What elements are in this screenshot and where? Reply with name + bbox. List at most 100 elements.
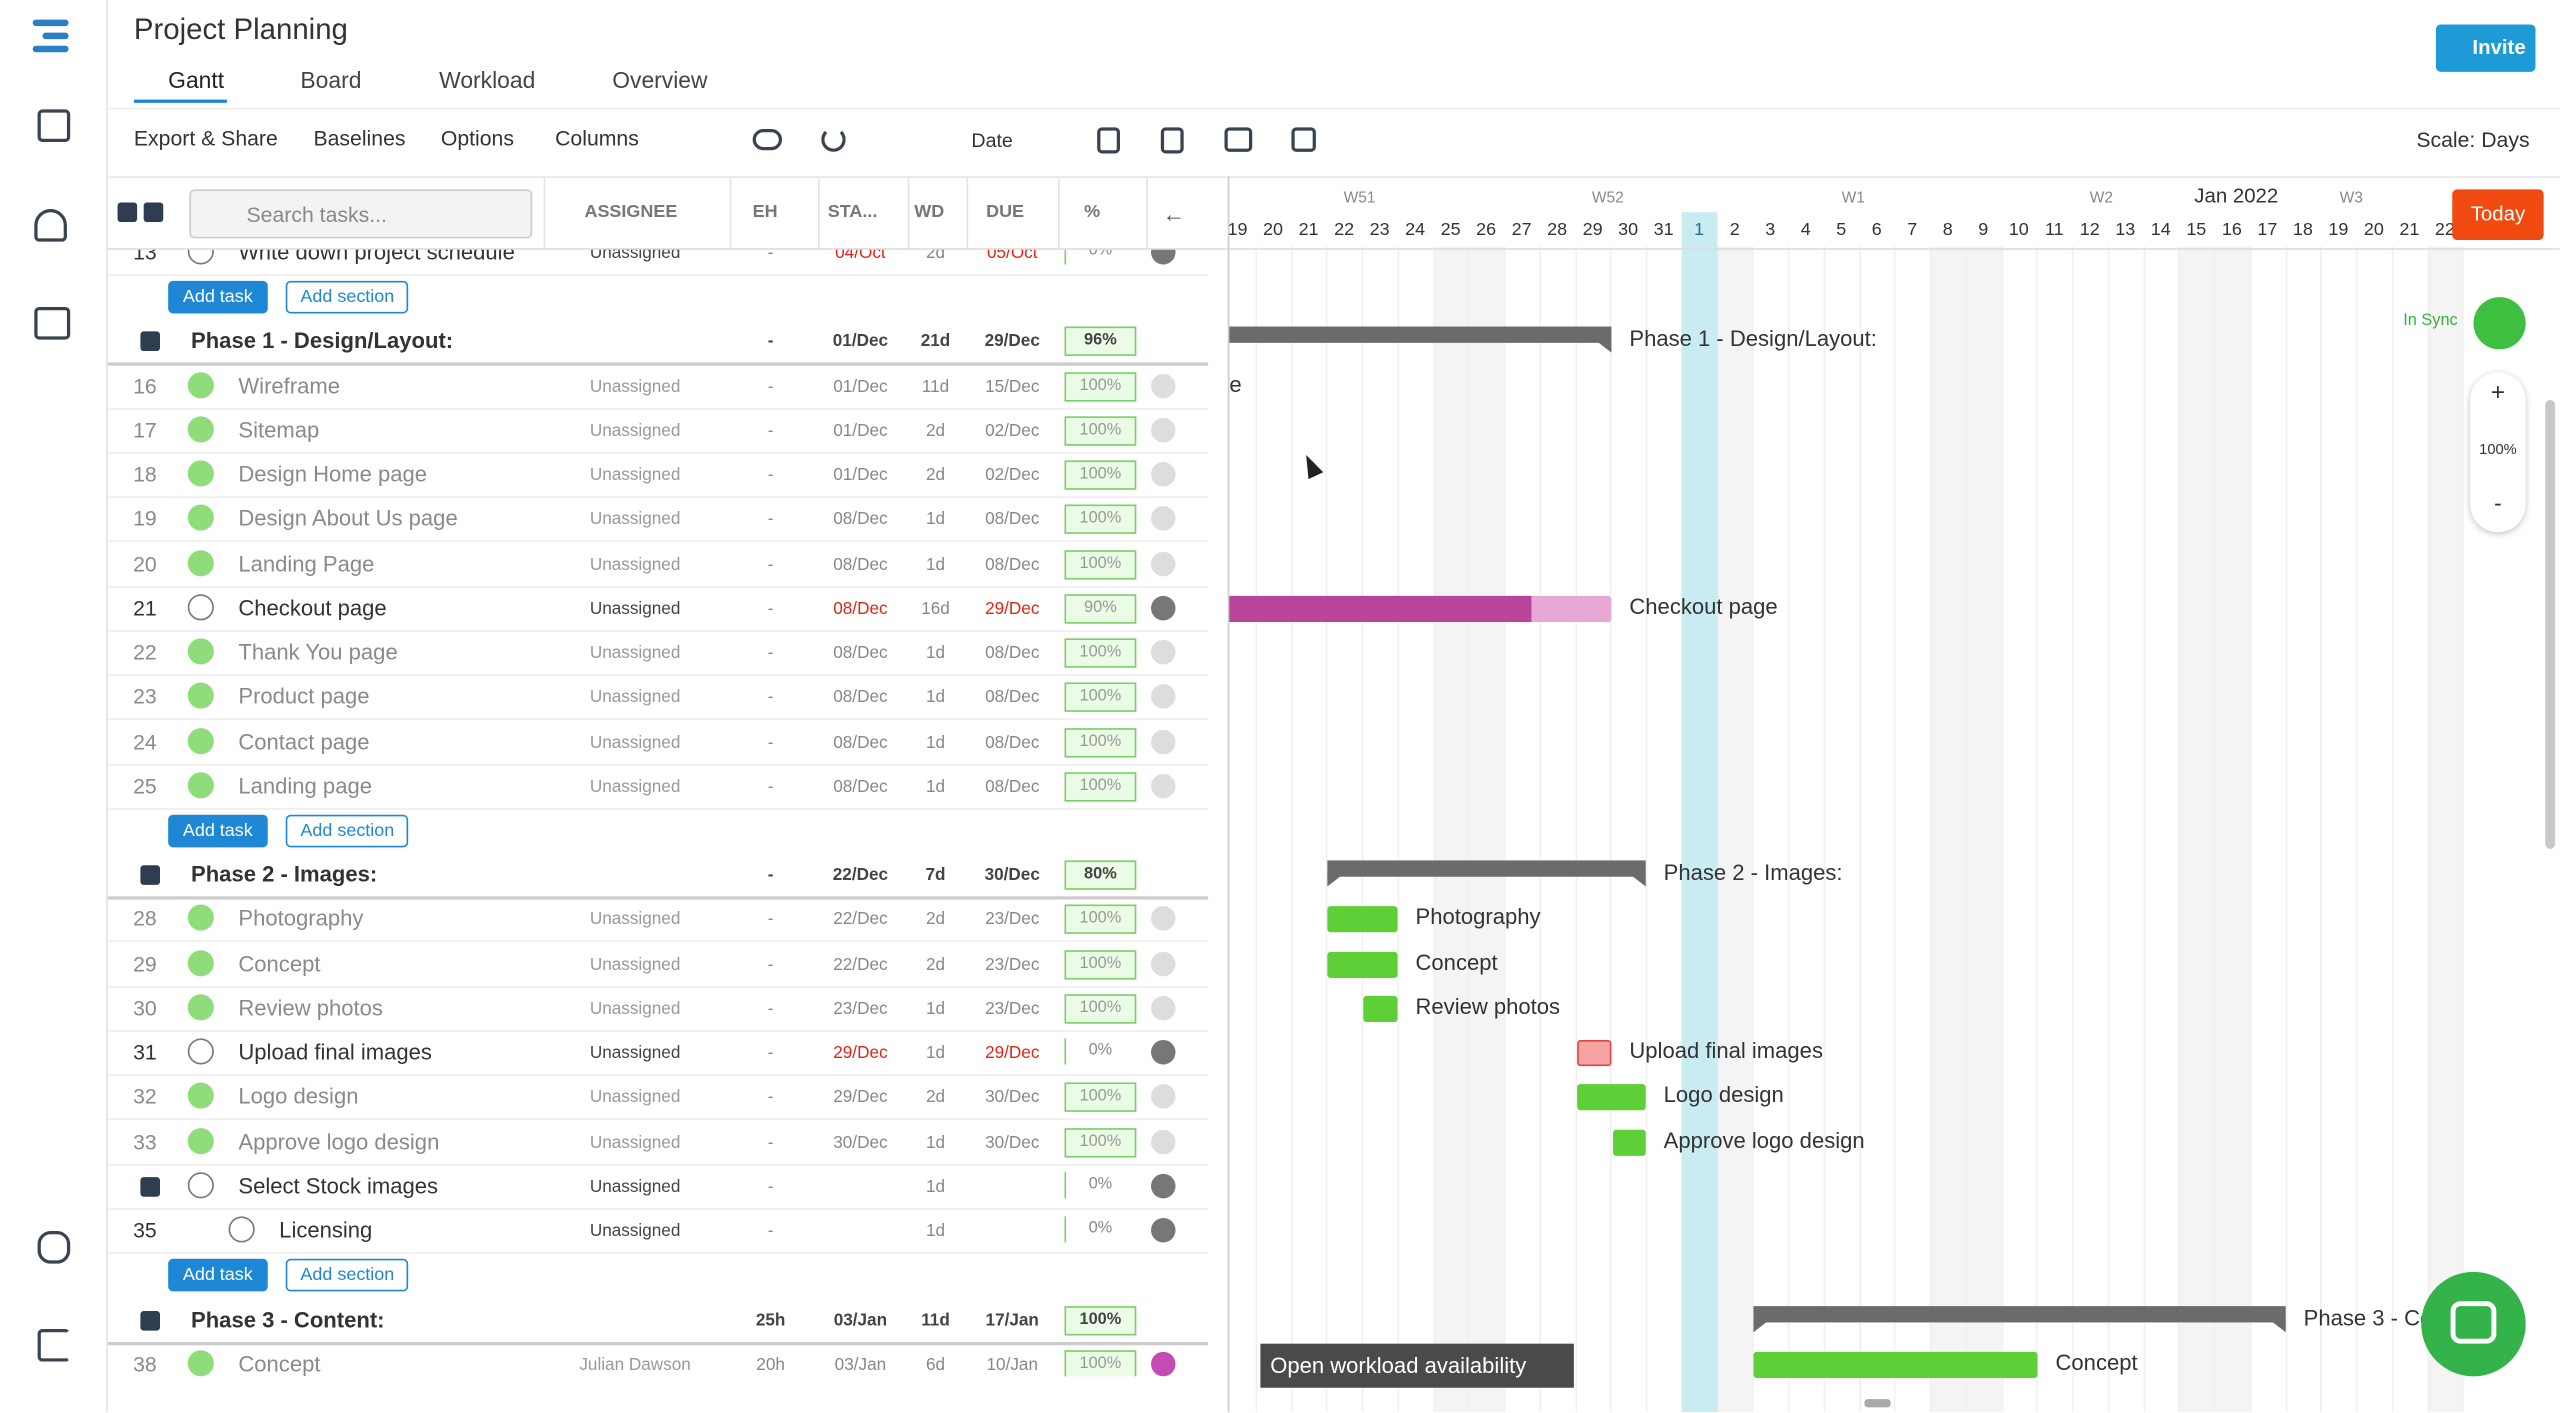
task-bar[interactable] <box>1327 906 1398 933</box>
avatar[interactable] <box>1151 906 1176 932</box>
chat-button[interactable] <box>2421 1271 2526 1377</box>
logout-icon[interactable] <box>37 1328 71 1362</box>
collapse-section[interactable] <box>140 332 160 352</box>
search-input[interactable]: Search tasks... <box>189 189 533 239</box>
status-check[interactable] <box>187 638 214 665</box>
avatar[interactable] <box>1151 1129 1176 1154</box>
status-check[interactable] <box>187 994 214 1021</box>
avatar[interactable] <box>1151 1040 1176 1065</box>
avatar[interactable] <box>1151 729 1176 754</box>
status-check[interactable] <box>187 249 214 265</box>
add-task-button[interactable]: Add task <box>168 1259 268 1292</box>
task-bar[interactable] <box>1363 995 1398 1022</box>
status-check[interactable] <box>187 1038 214 1065</box>
add-section-button[interactable]: Add section <box>285 814 409 848</box>
column-header[interactable]: STA... <box>827 202 878 223</box>
status-check[interactable] <box>187 1171 214 1199</box>
sync-button[interactable] <box>2473 297 2526 350</box>
column-header[interactable]: WD <box>914 202 945 223</box>
avatar[interactable] <box>1151 373 1176 398</box>
copy-icon[interactable] <box>1160 127 1184 154</box>
task-bar[interactable] <box>1753 1351 2038 1378</box>
undo-icon[interactable] <box>821 127 846 152</box>
avatar[interactable] <box>1151 684 1176 710</box>
task-bar[interactable] <box>1577 1040 1612 1067</box>
zoom-in[interactable]: + <box>2490 378 2506 407</box>
logo-bar <box>32 19 69 27</box>
collapse-table[interactable]: ← <box>1162 200 1186 227</box>
status-check[interactable] <box>228 1216 255 1243</box>
workload-button[interactable]: Open workload availability <box>1260 1343 1574 1388</box>
avatar[interactable] <box>1151 462 1176 487</box>
academy-icon[interactable] <box>34 208 67 242</box>
add-section-button[interactable]: Add section <box>285 281 409 314</box>
status-check[interactable] <box>187 682 214 710</box>
task-bar[interactable] <box>1327 951 1398 978</box>
column-header[interactable]: % <box>1084 202 1101 223</box>
avatar[interactable] <box>1151 1351 1176 1376</box>
status-check[interactable] <box>187 1083 214 1110</box>
sort-date[interactable]: Date <box>971 128 1013 152</box>
column-header[interactable]: ASSIGNEE <box>584 202 678 223</box>
cloud-icon[interactable] <box>752 128 783 151</box>
collapse-all[interactable] <box>143 202 164 223</box>
status-check[interactable] <box>187 1349 214 1376</box>
avatar[interactable] <box>1151 951 1176 976</box>
export-menu[interactable]: Export & Share <box>133 125 278 151</box>
collapse-task[interactable] <box>140 1176 160 1197</box>
today-button[interactable]: Today <box>2452 189 2544 240</box>
add-task-button[interactable]: Add task <box>168 814 268 848</box>
database-icon[interactable] <box>37 1231 71 1264</box>
status-check[interactable] <box>187 549 214 576</box>
status-check[interactable] <box>187 371 214 398</box>
avatar[interactable] <box>1151 1218 1176 1243</box>
calendar-icon[interactable] <box>1291 127 1316 152</box>
zoom-out[interactable]: - <box>2494 489 2502 516</box>
task-bar[interactable] <box>1577 1084 1646 1111</box>
tab[interactable]: Gantt <box>168 66 225 94</box>
reports-icon[interactable] <box>37 109 71 143</box>
tab[interactable]: Workload <box>439 66 536 94</box>
column-header[interactable]: DUE <box>986 202 1025 223</box>
scale-menu[interactable]: Scale: Days <box>2416 127 2530 152</box>
status-check[interactable] <box>187 1127 214 1154</box>
collapse-section[interactable] <box>140 1310 160 1330</box>
tab[interactable]: Overview <box>612 66 708 94</box>
options-menu[interactable]: Options <box>440 125 514 151</box>
avatar[interactable] <box>1151 1084 1176 1110</box>
status-check[interactable] <box>187 505 214 532</box>
expand-all[interactable] <box>117 202 138 223</box>
avatar[interactable] <box>1151 249 1176 265</box>
logo[interactable] <box>32 19 72 56</box>
dependency-icon[interactable] <box>1097 127 1120 154</box>
percent-complete: 100% <box>1064 549 1137 579</box>
status-check[interactable] <box>187 771 214 798</box>
avatar[interactable] <box>1151 551 1176 576</box>
task-bar[interactable] <box>1613 1129 1646 1156</box>
invite-button[interactable]: Invite <box>2435 24 2536 72</box>
collapse-section[interactable] <box>140 865 160 886</box>
map-icon[interactable] <box>1224 127 1253 152</box>
avatar[interactable] <box>1151 595 1176 621</box>
add-task-button[interactable]: Add task <box>168 281 268 314</box>
status-check[interactable] <box>187 460 214 487</box>
avatar[interactable] <box>1151 995 1176 1021</box>
columns-menu[interactable]: Columns <box>555 125 639 151</box>
avatar[interactable] <box>1151 1173 1176 1199</box>
contacts-icon[interactable] <box>34 306 71 340</box>
avatar[interactable] <box>1151 640 1176 665</box>
avatar[interactable] <box>1151 773 1176 798</box>
status-check[interactable] <box>187 594 214 621</box>
avatar[interactable] <box>1151 506 1176 532</box>
status-check[interactable] <box>187 905 214 932</box>
add-section-button[interactable]: Add section <box>285 1259 409 1292</box>
status-check[interactable] <box>187 949 214 976</box>
column-header[interactable]: EH <box>752 202 778 223</box>
status-check[interactable] <box>187 727 214 754</box>
avatar[interactable] <box>1151 417 1176 443</box>
table-body: 13 Write down project schedule Unassigned -… <box>0 249 1228 1377</box>
baselines-menu[interactable]: Baselines <box>313 125 406 151</box>
status-check[interactable] <box>187 416 214 443</box>
week-label: W51 <box>1343 189 1376 208</box>
tab[interactable]: Board <box>300 66 362 94</box>
